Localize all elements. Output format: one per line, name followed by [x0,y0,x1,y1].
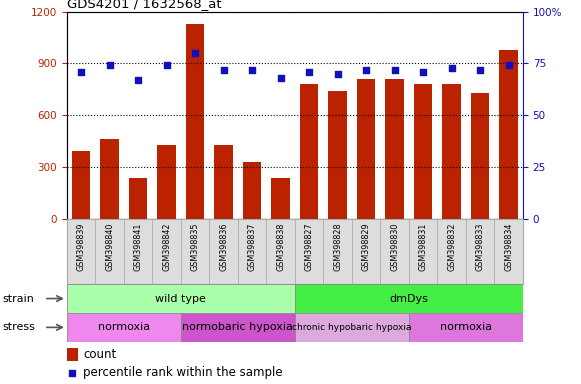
Bar [124,219,152,284]
Text: GSM398833: GSM398833 [476,222,485,270]
Point [333,71,342,77]
Point [248,66,257,73]
Text: GSM398837: GSM398837 [248,222,257,271]
Point [219,66,228,73]
Text: count: count [83,348,116,361]
Point [162,62,171,68]
Bar [67,284,295,313]
Bar [129,178,148,219]
Bar [442,84,461,219]
Bar [95,219,124,284]
Bar [352,219,381,284]
Bar [152,219,181,284]
Point [304,69,314,75]
Point [77,69,86,75]
Text: GSM398841: GSM398841 [134,222,142,270]
Text: GSM398836: GSM398836 [219,222,228,270]
Point [134,77,143,83]
Text: GSM398829: GSM398829 [361,222,371,271]
Bar [466,219,494,284]
Text: normoxia: normoxia [98,322,150,333]
Text: GSM398842: GSM398842 [162,222,171,271]
Text: GSM398828: GSM398828 [333,222,342,271]
Text: percentile rank within the sample: percentile rank within the sample [83,366,283,379]
Bar [101,139,119,219]
Bar [409,313,523,342]
Text: GSM398827: GSM398827 [304,222,314,271]
Bar [243,162,261,219]
Text: wild type: wild type [155,293,206,304]
Text: dmDys: dmDys [389,293,428,304]
Bar [300,84,318,219]
Bar [238,219,266,284]
Text: stress: stress [3,322,36,333]
Bar [67,219,95,284]
Bar [186,24,205,219]
Text: normoxia: normoxia [440,322,492,333]
Bar [357,79,375,219]
Text: chronic hypobaric hypoxia: chronic hypobaric hypoxia [292,323,411,332]
Text: GSM398832: GSM398832 [447,222,456,271]
Bar [181,219,209,284]
Bar [295,284,523,313]
Bar [295,219,324,284]
Bar [67,313,181,342]
Bar [437,219,466,284]
Bar [209,219,238,284]
Point [105,62,114,68]
Bar [214,145,233,219]
Point [418,69,428,75]
Bar [157,145,176,219]
Text: GSM398830: GSM398830 [390,222,399,270]
Text: GSM398831: GSM398831 [419,222,428,270]
Point [191,50,200,56]
Text: GSM398835: GSM398835 [191,222,200,271]
Text: GSM398840: GSM398840 [105,222,114,270]
Text: GDS4201 / 1632568_at: GDS4201 / 1632568_at [67,0,221,10]
Bar [471,93,489,219]
Bar [328,91,347,219]
Bar [271,178,290,219]
Point [504,62,513,68]
Bar [409,219,437,284]
Bar [72,152,90,219]
Text: GSM398838: GSM398838 [276,222,285,270]
Point [361,66,371,73]
Text: GSM398839: GSM398839 [77,222,85,271]
Bar [295,313,409,342]
Text: normobaric hypoxia: normobaric hypoxia [182,322,293,333]
Bar [67,348,78,361]
Point [249,291,258,297]
Point [447,65,456,71]
Point [390,66,399,73]
Bar [414,84,432,219]
Bar [494,219,523,284]
Bar [324,219,352,284]
Bar [381,219,409,284]
Point [475,66,485,73]
Point [276,75,285,81]
Bar [181,313,295,342]
Bar [500,50,518,219]
Bar [266,219,295,284]
Text: strain: strain [3,293,35,304]
Text: GSM398834: GSM398834 [504,222,513,270]
Bar [385,79,404,219]
